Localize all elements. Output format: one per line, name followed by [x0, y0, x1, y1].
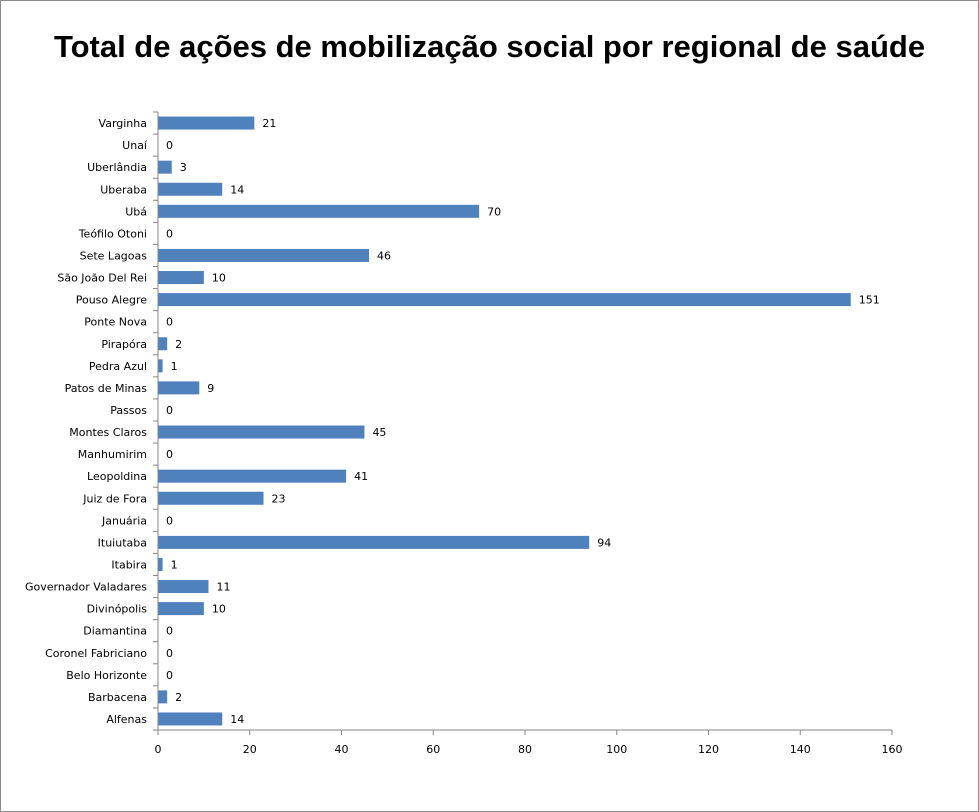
bar [158, 359, 163, 373]
x-tick-label: 100 [606, 743, 627, 756]
data-label: 14 [230, 183, 244, 196]
bar [158, 425, 365, 439]
data-label: 0 [166, 316, 173, 329]
bar [158, 381, 200, 395]
data-label: 94 [597, 536, 611, 549]
data-label: 3 [180, 161, 187, 174]
data-label: 2 [175, 338, 182, 351]
category-label: Uberaba [100, 183, 147, 196]
data-label: 0 [166, 625, 173, 638]
category-label: São João Del Rei [57, 272, 147, 285]
category-label: Sete Lagoas [80, 249, 148, 262]
bar [158, 690, 168, 704]
data-label: 23 [272, 492, 286, 505]
data-label: 0 [166, 227, 173, 240]
category-label: Barbacena [88, 691, 147, 704]
category-label: Ubá [125, 205, 147, 218]
x-tick-label: 60 [426, 743, 440, 756]
data-label: 14 [230, 713, 244, 726]
data-label: 21 [262, 117, 276, 130]
data-label: 0 [166, 448, 173, 461]
category-label: Januária [101, 514, 147, 527]
bar [158, 116, 255, 130]
bar [158, 580, 209, 594]
x-tick-label: 80 [518, 743, 532, 756]
data-label: 0 [166, 669, 173, 682]
bar [158, 271, 204, 285]
data-label: 0 [166, 647, 173, 660]
data-label: 1 [171, 558, 178, 571]
category-label: Uberlândia [87, 161, 147, 174]
bar [158, 602, 204, 616]
category-label: Pedra Azul [89, 360, 147, 373]
axes-group: Varginha Unaí Uberlândia Uberaba Ubá Teófilo … [25, 111, 903, 756]
data-label: 11 [216, 581, 230, 594]
category-label: Montes Claros [69, 426, 147, 439]
x-tick-label: 140 [790, 743, 811, 756]
x-tick-label: 0 [155, 743, 162, 756]
category-label: Manhumirim [78, 448, 147, 461]
bar [158, 160, 172, 174]
category-label: Pouso Alegre [76, 294, 148, 307]
x-tick-label: 120 [698, 743, 719, 756]
x-tick-label: 160 [882, 743, 903, 756]
category-label: Teófilo Otoni [78, 227, 147, 240]
category-label: Leopoldina [87, 470, 147, 483]
data-label: 10 [212, 272, 226, 285]
category-label: Juiz de Fora [82, 492, 147, 505]
bar [158, 535, 590, 549]
bar [158, 204, 480, 218]
category-label: Unaí [122, 139, 148, 152]
category-label: Passos [110, 404, 147, 417]
data-label: 10 [212, 603, 226, 616]
bar [158, 557, 163, 571]
category-label: Divinópolis [87, 603, 148, 616]
bars-group: 2103147004610151021904504123094111100002… [158, 116, 880, 726]
category-label: Belo Horizonte [66, 669, 147, 682]
data-label: 9 [207, 382, 214, 395]
data-label: 70 [487, 205, 501, 218]
bar [158, 248, 370, 262]
category-label: Alfenas [106, 713, 147, 726]
category-label: Governador Valadares [25, 581, 147, 594]
data-label: 0 [166, 139, 173, 152]
data-label: 151 [859, 294, 880, 307]
bar [158, 491, 264, 505]
bar [158, 337, 168, 351]
category-label: Itabira [111, 558, 147, 571]
data-label: 0 [166, 404, 173, 417]
x-tick-label: 20 [243, 743, 257, 756]
category-label: Varginha [99, 117, 147, 130]
category-label: Ituiutaba [98, 536, 147, 549]
category-label: Diamantina [83, 625, 147, 638]
bar [158, 293, 851, 307]
category-label: Pirapóra [101, 338, 147, 351]
data-label: 0 [166, 514, 173, 527]
category-label: Coronel Fabriciano [45, 647, 147, 660]
data-label: 46 [377, 249, 391, 262]
x-tick-label: 40 [335, 743, 349, 756]
bar [158, 182, 223, 196]
data-label: 45 [372, 426, 386, 439]
bar [158, 469, 347, 483]
category-label: Ponte Nova [84, 316, 147, 329]
category-label: Patos de Minas [65, 382, 148, 395]
data-label: 2 [175, 691, 182, 704]
data-label: 41 [354, 470, 368, 483]
data-label: 1 [171, 360, 178, 373]
bar [158, 712, 223, 726]
chart-title: Total de ações de mobilização social por… [53, 29, 926, 64]
